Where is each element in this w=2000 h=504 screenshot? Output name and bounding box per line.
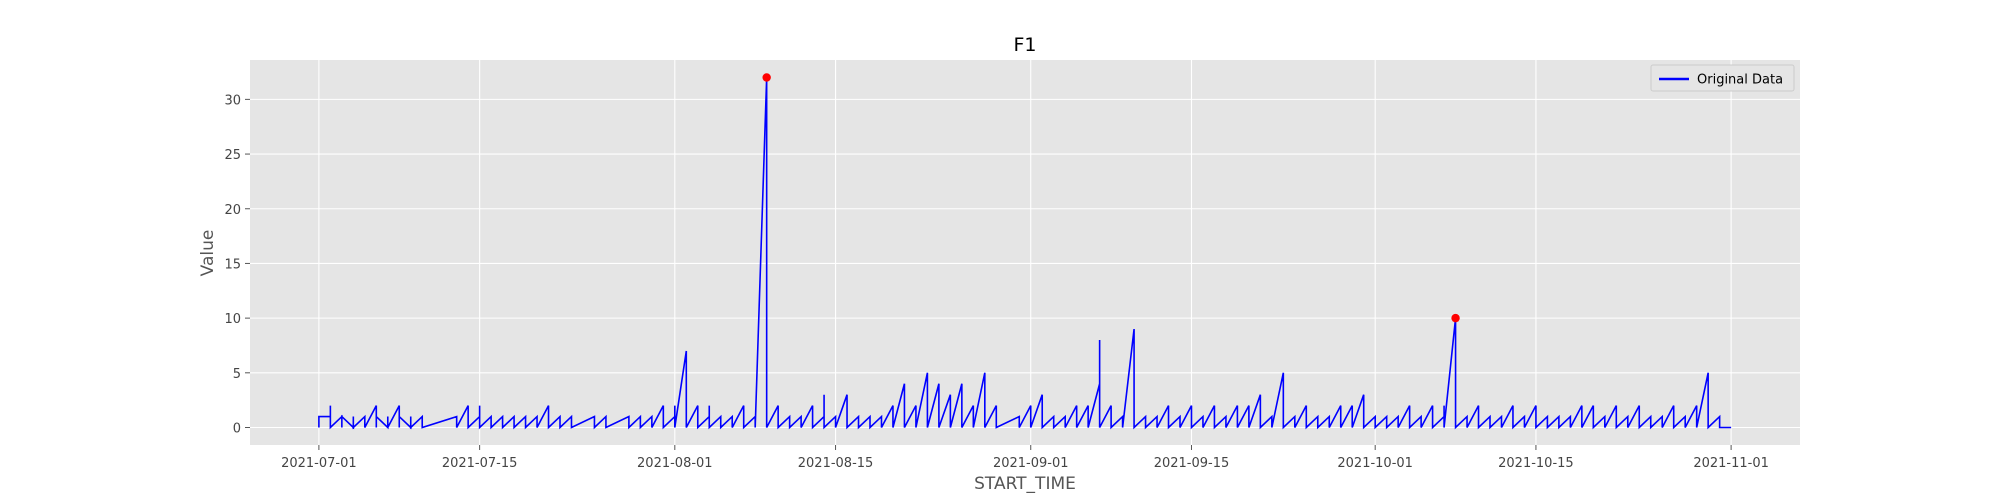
y-tick-label: 15 [224,257,241,272]
x-tick-label: 2021-10-15 [1498,456,1574,471]
y-tick-label: 20 [224,203,241,218]
marker-layer [762,73,1460,323]
x-tick-label: 2021-11-01 [1693,456,1769,471]
x-tick-label: 2021-09-15 [1154,456,1230,471]
y-tick-label: 0 [233,422,241,437]
y-tick-label: 5 [233,367,241,382]
x-axis-label: START_TIME [974,474,1076,494]
y-tick-label: 30 [224,93,241,108]
x-tick-label: 2021-07-01 [281,456,357,471]
chart-title: F1 [1013,34,1036,56]
y-tick-label: 10 [224,312,241,327]
x-tick-label: 2021-08-15 [798,456,874,471]
legend-box [1650,64,1795,92]
series-layer [318,77,1732,430]
y-axis-ticks: 0 5 10 15 20 25 30 [224,93,250,437]
legend-entry-original-data: Original Data [1697,73,1783,88]
legend: Original Data [1650,64,1795,92]
highlighted-point-marker [762,73,771,82]
series-line-original-data [318,77,1732,430]
x-tick-label: 2021-07-15 [442,456,518,471]
x-tick-label: 2021-10-01 [1337,456,1413,471]
plot-area [250,60,1800,445]
x-tick-label: 2021-08-01 [637,456,713,471]
highlighted-point-marker [1451,313,1460,323]
y-tick-label: 25 [224,148,241,163]
y-axis-label: Value [198,230,218,277]
x-tick-label: 2021-09-01 [993,456,1069,471]
x-axis-ticks: 2021-07-01 2021-07-15 2021-08-01 2021-08-15… [281,445,1769,471]
grid-lines [250,60,1800,445]
